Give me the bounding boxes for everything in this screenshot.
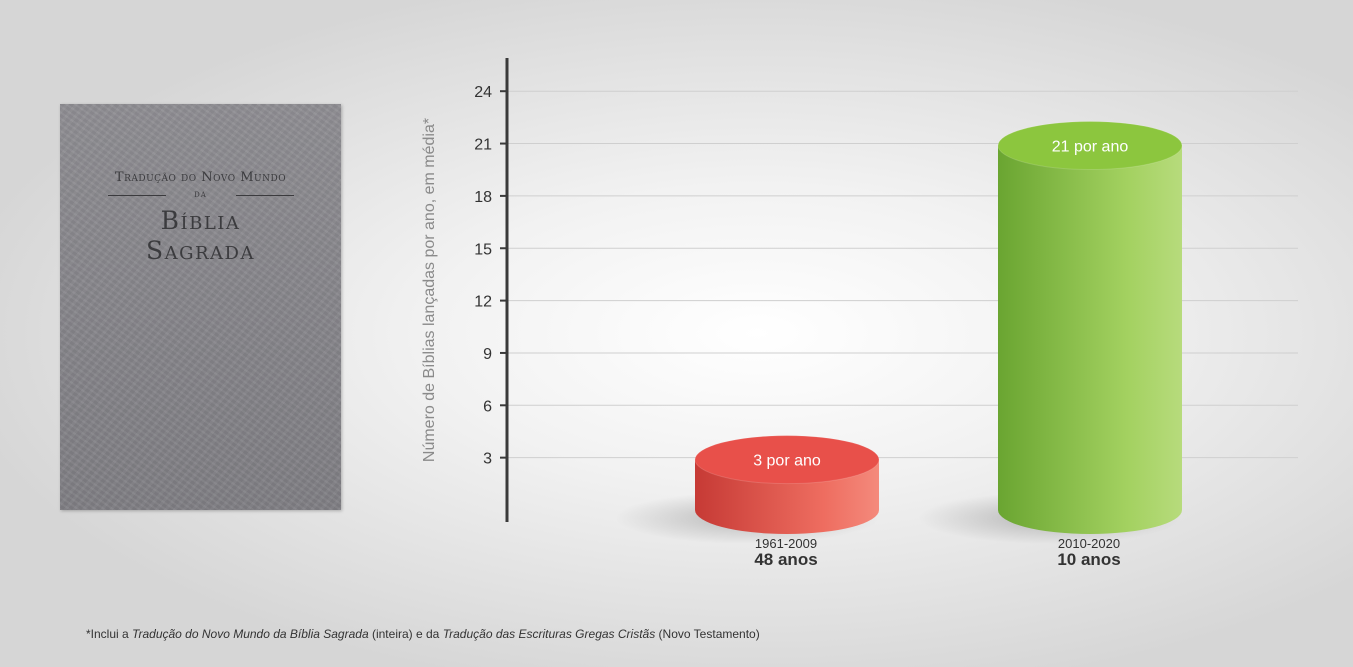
y-tick-label-18: 18 bbox=[474, 189, 492, 206]
bar-value-label-2: 21 por ano bbox=[1052, 139, 1129, 156]
category-label-2: 2010-2020 10 anos bbox=[1009, 536, 1169, 570]
bar-top-1 bbox=[694, 435, 880, 485]
book-title-line2: da bbox=[194, 189, 207, 200]
bar-top-2 bbox=[997, 121, 1183, 171]
y-tick-label-9: 9 bbox=[483, 346, 492, 363]
book-rule-left bbox=[108, 195, 166, 196]
book-title-line4: Sagrada bbox=[146, 236, 255, 265]
y-tick-label-3: 3 bbox=[483, 451, 492, 468]
y-tick-label-24: 24 bbox=[474, 84, 492, 101]
category-years-1: 48 anos bbox=[754, 550, 818, 569]
footnote-middle: (inteira) e da bbox=[368, 627, 443, 641]
category-period-1: 1961-2009 bbox=[754, 536, 818, 551]
bar-1: 3 por ano bbox=[615, 435, 880, 544]
footnote-title2: Tradução das Escrituras Gregas Cristãs bbox=[442, 627, 656, 641]
y-tick-label-15: 15 bbox=[474, 241, 492, 258]
bar-value-label-1: 3 por ano bbox=[753, 453, 821, 470]
category-label-1: 1961-2009 48 anos bbox=[706, 536, 866, 570]
category-period-2: 2010-2020 bbox=[1057, 536, 1121, 551]
book-rule-right bbox=[236, 195, 294, 196]
footnote: *Inclui a Tradução do Novo Mundo da Bíbl… bbox=[86, 627, 760, 641]
y-tick-label-12: 12 bbox=[474, 294, 492, 311]
bar-2: 21 por ano bbox=[918, 121, 1183, 544]
book-title-line3: Bíblia bbox=[160, 206, 241, 235]
bar-body-2 bbox=[998, 145, 1182, 535]
footnote-suffix: (Novo Testamento) bbox=[655, 627, 760, 641]
bible-cover-image: Tradução do Novo Mundo da Bíblia Sagrada bbox=[60, 104, 341, 510]
footnote-prefix: *Inclui a bbox=[86, 627, 133, 641]
footnote-title1: Tradução do Novo Mundo da Bíblia Sagrada bbox=[132, 627, 369, 641]
category-years-2: 10 anos bbox=[1057, 550, 1121, 569]
book-title-line1: Tradução do Novo Mundo bbox=[114, 170, 287, 185]
y-tick-label-6: 6 bbox=[483, 398, 492, 415]
y-tick-label-21: 21 bbox=[474, 137, 492, 154]
y-axis-label: Número de Bíblias lançadas por ano, em m… bbox=[421, 117, 438, 463]
